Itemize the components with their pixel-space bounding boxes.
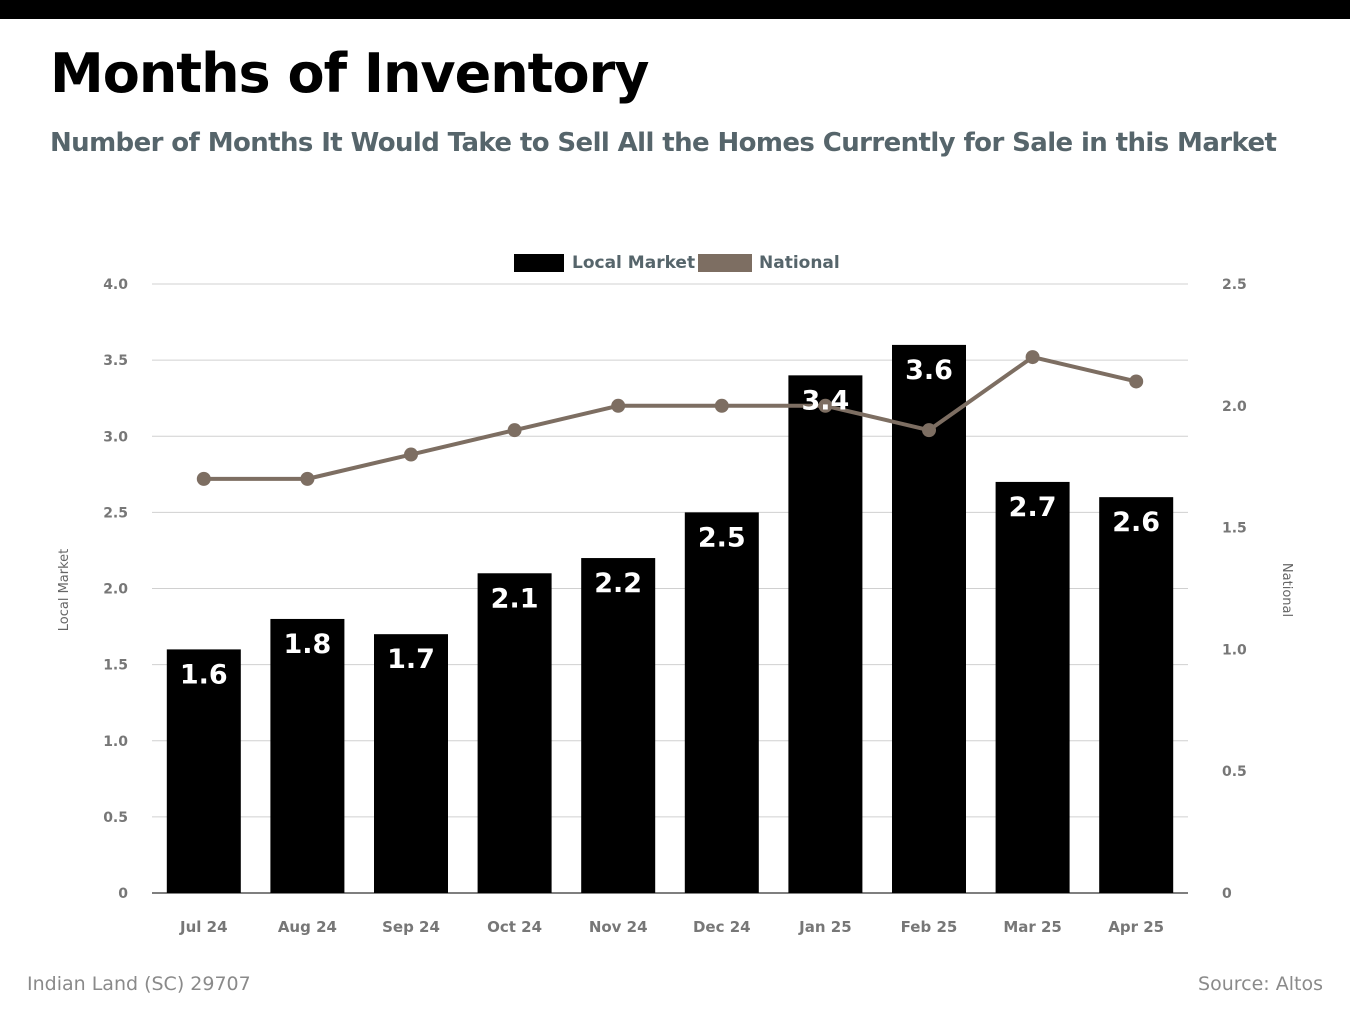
- x-tick-label: Oct 24: [487, 918, 542, 936]
- y-right-tick-label: 2.0: [1222, 399, 1247, 415]
- y-right-tick-label: 1.0: [1222, 642, 1247, 658]
- bar-local-market: [1099, 497, 1174, 893]
- legend: Local Market National: [514, 253, 840, 273]
- national-point: [1025, 350, 1040, 365]
- y-right-tick-label: 1.5: [1222, 521, 1247, 537]
- bar-labels: 1.6 1.8 1.7 2.1 2.2 2.5 3.4 3.6 2.7 2.6: [180, 355, 1160, 691]
- legend-swatch-local: [514, 254, 564, 272]
- bar-local-market: [684, 512, 759, 893]
- bar-local-market: [374, 634, 448, 893]
- bar-value-label: 2.5: [698, 522, 746, 553]
- footer-source: Source: Altos: [1198, 973, 1323, 995]
- bar-local-market: [477, 573, 552, 893]
- right-axis-ticks: 0 0.5 1.0 1.5 2.0 2.5: [1222, 277, 1247, 902]
- bars: [166, 344, 1174, 894]
- chart-title: Months of Inventory: [50, 42, 649, 105]
- bar-value-label: 1.7: [387, 644, 435, 675]
- y-right-tick-label: 0: [1222, 886, 1232, 902]
- x-tick-label: Apr 25: [1108, 918, 1164, 936]
- bar-value-label: 2.1: [491, 583, 539, 614]
- national-point: [300, 471, 315, 486]
- chart-subtitle: Number of Months It Would Take to Sell A…: [50, 128, 1277, 158]
- national-point: [507, 423, 522, 438]
- legend-swatch-national: [698, 254, 752, 272]
- bar-local-market: [788, 375, 863, 894]
- national-line: [196, 350, 1144, 486]
- y-left-tick-label: 1.0: [103, 734, 128, 750]
- bar-value-label: 2.6: [1112, 507, 1160, 538]
- y-right-tick-label: 0.5: [1222, 764, 1247, 780]
- legend-label-national: National: [759, 253, 840, 273]
- y-left-tick-label: 2.0: [103, 582, 128, 598]
- x-tick-label: Aug 24: [278, 918, 337, 936]
- x-tick-label: Jul 24: [179, 918, 228, 936]
- bar-value-label: 2.7: [1009, 492, 1057, 523]
- national-point: [611, 398, 626, 413]
- x-tick-label: Feb 25: [901, 918, 958, 936]
- bar-value-label: 3.4: [801, 385, 849, 416]
- y-axis-label-left: Local Market: [57, 549, 72, 632]
- footer-location: Indian Land (SC) 29707: [27, 973, 251, 995]
- bar-local-market: [270, 618, 345, 893]
- x-tick-label: Mar 25: [1003, 918, 1062, 936]
- bar-value-label: 3.6: [905, 355, 953, 386]
- y-left-tick-label: 2.5: [103, 505, 128, 521]
- y-left-tick-label: 4.0: [103, 277, 128, 293]
- national-point: [404, 447, 418, 462]
- national-point: [714, 398, 729, 413]
- y-left-tick-label: 0: [118, 886, 128, 902]
- national-point: [196, 471, 211, 486]
- y-left-tick-label: 3.5: [103, 353, 128, 369]
- national-point: [818, 398, 833, 413]
- national-point: [1129, 374, 1144, 389]
- x-tick-label: Jan 25: [798, 918, 851, 936]
- y-left-tick-label: 0.5: [103, 810, 128, 826]
- national-line-path: [203, 355, 1137, 481]
- bar-local-market: [581, 558, 656, 893]
- x-tick-label: Nov 24: [589, 918, 648, 936]
- y-left-tick-label: 3.0: [103, 429, 128, 445]
- national-point: [922, 423, 936, 438]
- y-axis-label-right: National: [1279, 563, 1294, 617]
- x-axis-labels: Jul 24 Aug 24 Sep 24 Oct 24 Nov 24 Dec 24 Jan …: [179, 918, 1164, 936]
- y-right-tick-label: 2.5: [1222, 277, 1247, 293]
- bar-value-label: 1.6: [180, 659, 228, 690]
- bar-local-market: [166, 649, 241, 893]
- bar-value-label: 2.2: [594, 568, 642, 599]
- x-tick-label: Dec 24: [693, 918, 751, 936]
- top-band: [0, 0, 1350, 19]
- legend-label-local: Local Market: [572, 253, 695, 273]
- x-tick-label: Sep 24: [382, 918, 440, 936]
- left-axis-ticks: 0 0.5 1.0 1.5 2.0 2.5 3.0 3.5 4.0: [103, 277, 128, 902]
- y-left-tick-label: 1.5: [103, 658, 128, 674]
- bar-value-label: 1.8: [283, 629, 331, 660]
- bar-local-market: [995, 481, 1070, 893]
